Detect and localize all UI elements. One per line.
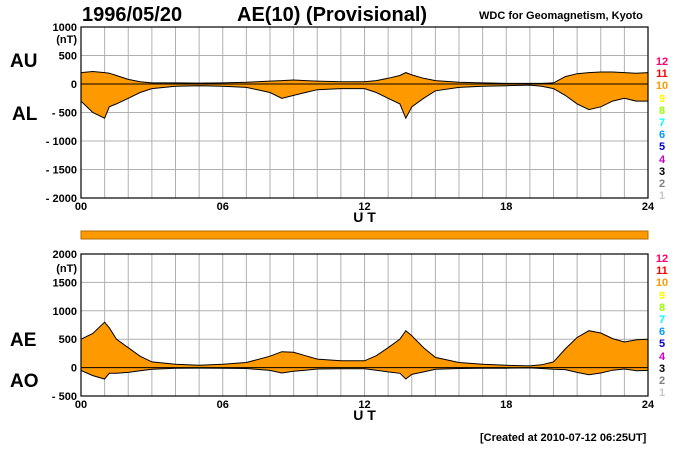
level-label: 12	[655, 253, 669, 265]
series-fill	[81, 322, 648, 379]
level-label: 10	[655, 277, 669, 290]
x-tick-label: 18	[500, 399, 512, 411]
y-tick-label: - 2000	[46, 193, 77, 205]
x-tick-label: 18	[500, 201, 512, 213]
index-title: AE(10) (Provisional)	[237, 4, 428, 26]
x-axis-label: U T	[353, 407, 376, 423]
created-timestamp: [Created at 2010-07-12 06:25UT]	[480, 432, 647, 444]
al-label: AL	[12, 104, 38, 125]
level-label: 11	[656, 68, 668, 81]
level-label: 8	[658, 301, 666, 314]
level-label: 5	[658, 141, 666, 154]
level-label: 2	[658, 178, 666, 190]
level-label: 11	[656, 265, 668, 278]
level-label: 7	[658, 117, 666, 129]
level-label: 12	[655, 56, 669, 68]
y-tick-label: 500	[59, 334, 77, 346]
y-tick-label: 1000	[53, 22, 77, 34]
plot-frame	[80, 253, 649, 397]
level-label: 5	[658, 338, 666, 351]
x-tick-label: 12	[358, 399, 370, 411]
x-tick-label: 00	[75, 201, 87, 213]
y-unit-label: (nT)	[56, 34, 77, 46]
level-label: 7	[658, 314, 666, 326]
quality-bar	[80, 230, 649, 240]
x-tick-label: 24	[642, 399, 655, 411]
plot-frame	[80, 26, 649, 199]
x-tick-label: 00	[75, 399, 87, 411]
y-tick-label: 0	[71, 363, 77, 375]
x-tick-label: 12	[358, 201, 370, 213]
y-tick-label: 1000	[53, 306, 77, 318]
level-label: 1	[658, 387, 666, 400]
x-tick-label: 24	[642, 201, 655, 213]
level-label: 4	[658, 153, 666, 166]
y-tick-label: 1500	[53, 277, 77, 289]
source-label: WDC for Geomagnetism, Kyoto	[479, 10, 643, 22]
level-label: 3	[658, 165, 666, 178]
level-label: 9	[658, 92, 666, 105]
series-line-ao	[80, 367, 649, 380]
y-tick-label: 2000	[53, 249, 77, 261]
series-line-ae	[80, 321, 649, 367]
level-label: 10	[655, 80, 669, 93]
level-label: 6	[658, 129, 666, 142]
level-label: 3	[658, 362, 666, 375]
y-tick-label: 500	[59, 51, 77, 63]
level-label: 4	[658, 350, 666, 363]
level-label: 1	[658, 190, 666, 203]
y-tick-label: - 1000	[46, 136, 77, 148]
series-line-al	[80, 84, 648, 120]
y-tick-label: - 1500	[46, 165, 77, 177]
series-line-au	[80, 70, 649, 84]
ao-label: AO	[10, 371, 39, 392]
au-label: AU	[10, 51, 38, 72]
x-tick-label: 06	[217, 201, 229, 213]
level-label: 8	[658, 104, 666, 117]
y-tick-label: - 500	[52, 391, 77, 403]
x-tick-label: 06	[217, 399, 229, 411]
y-tick-label: - 500	[52, 108, 77, 120]
level-label: 6	[658, 326, 666, 339]
ae-label: AE	[10, 330, 37, 351]
level-label: 2	[658, 375, 666, 387]
date-title: 1996/05/20	[82, 4, 183, 26]
y-unit-label: (nT)	[56, 263, 77, 275]
x-axis-label: U T	[353, 209, 376, 225]
level-label: 9	[658, 289, 666, 302]
y-tick-label: 0	[71, 79, 77, 91]
